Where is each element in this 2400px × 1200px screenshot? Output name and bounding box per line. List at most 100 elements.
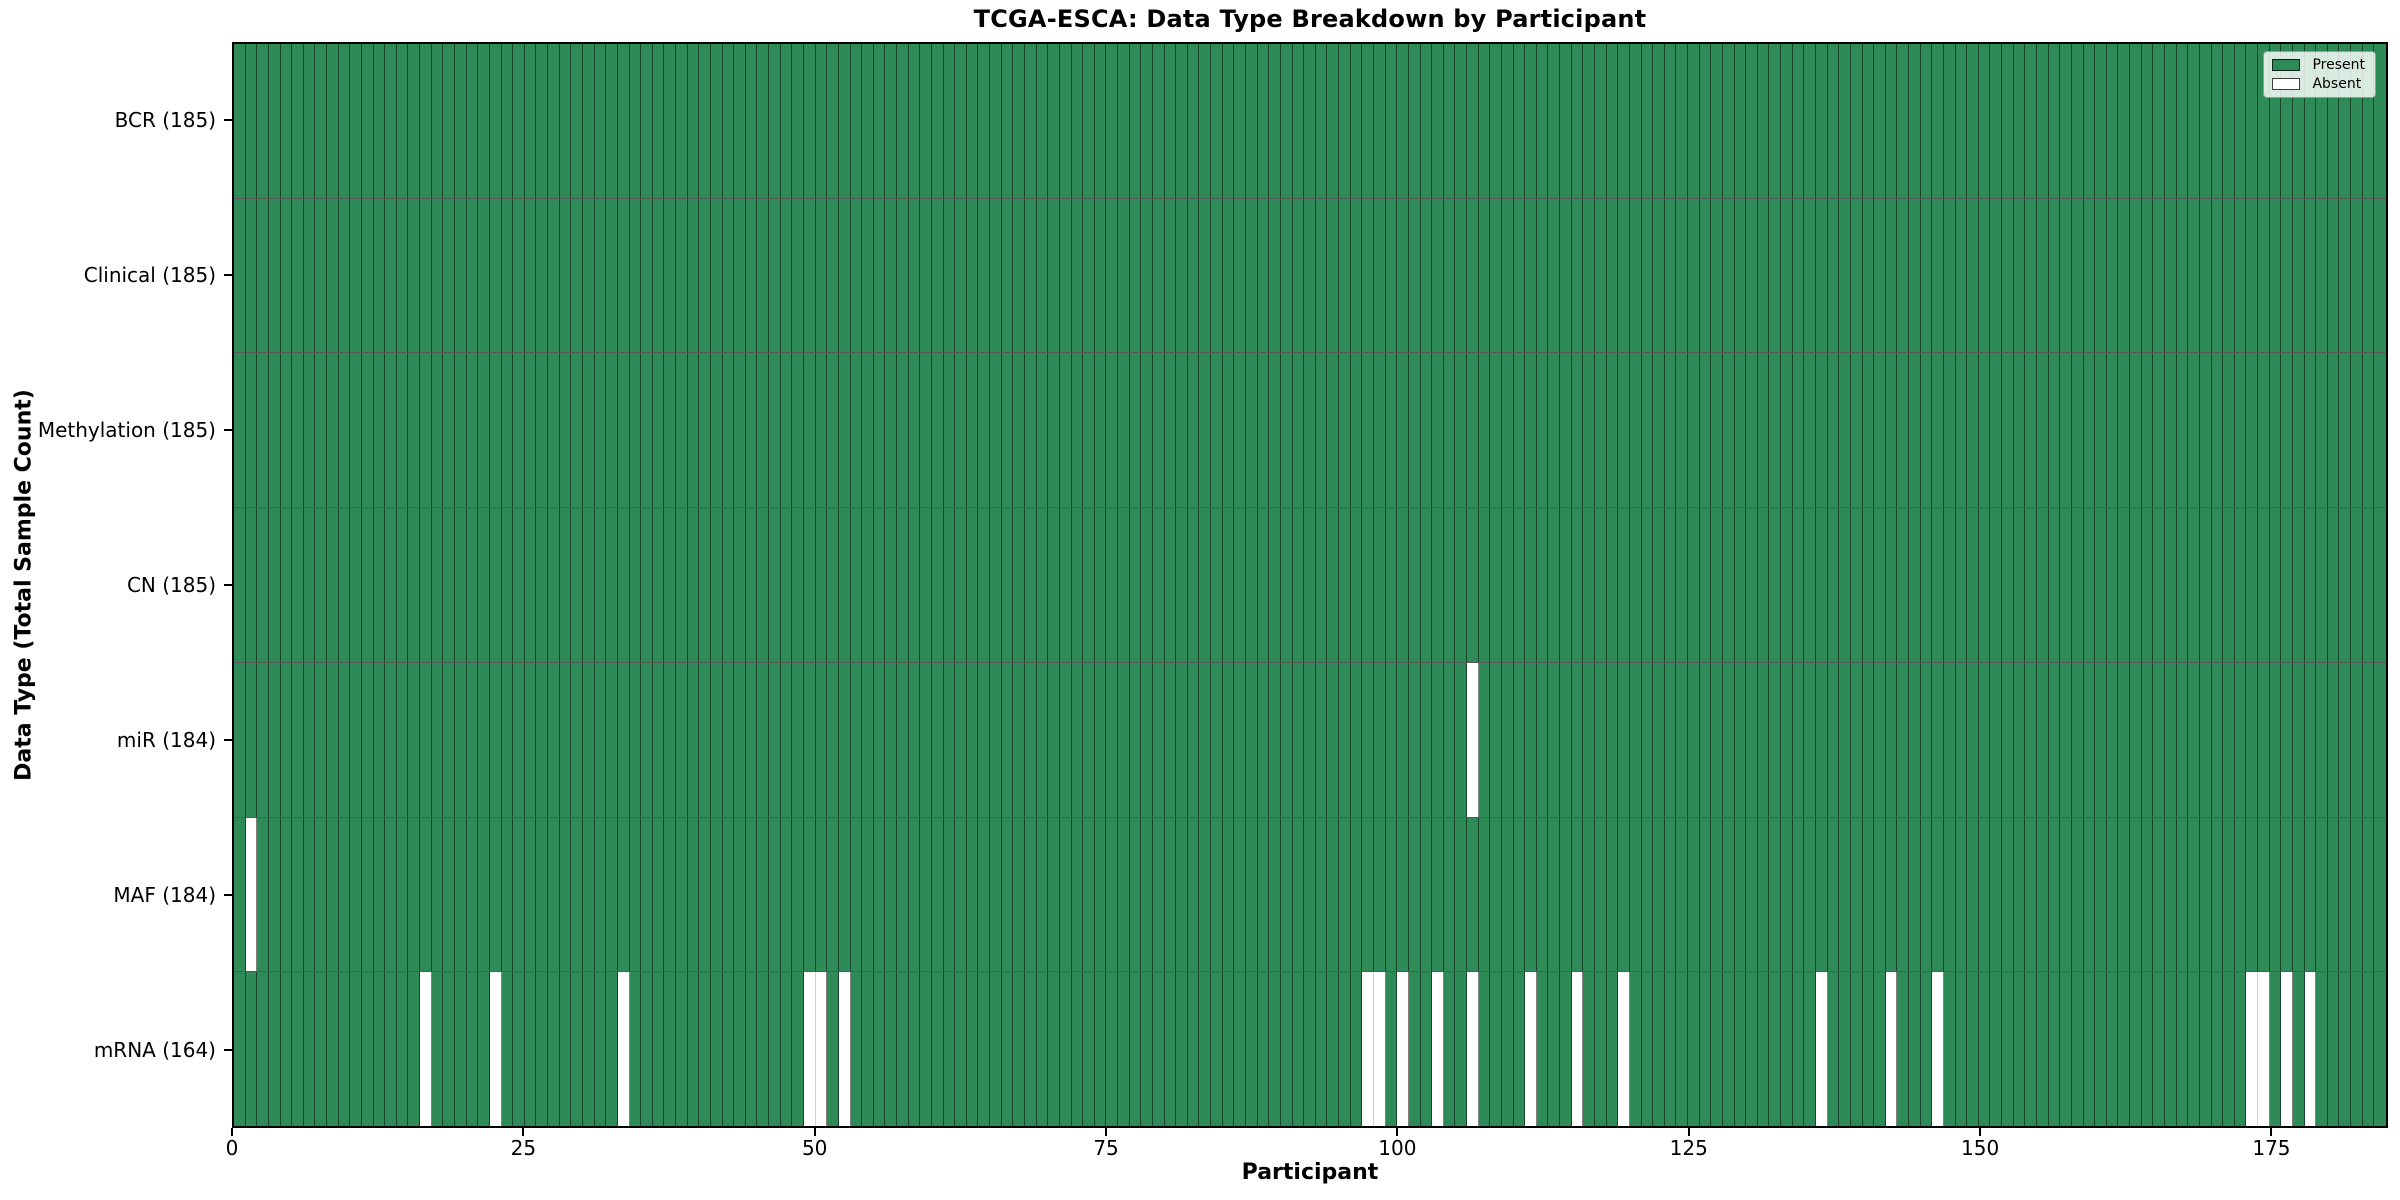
heatmap-cell: [303, 44, 316, 198]
heatmap-cell: [2234, 44, 2247, 198]
heatmap-cell: [2153, 198, 2165, 353]
heatmap-cell: [420, 353, 432, 508]
heatmap-cell: [559, 662, 572, 817]
heatmap-cell: [2316, 972, 2328, 1127]
heatmap-cell: [245, 817, 258, 972]
heatmap-cell: [1990, 972, 2003, 1127]
y-tick-mark: [224, 739, 232, 742]
heatmap-cell: [699, 662, 711, 817]
heatmap-cell: [1257, 353, 1270, 508]
y-tick-label: CN (185): [126, 573, 216, 597]
heatmap-cell: [1176, 353, 1188, 508]
heatmap-cell: [2211, 508, 2224, 662]
heatmap-cell: [2095, 662, 2107, 817]
heatmap-cell: [1048, 44, 1060, 198]
heatmap-cell: [513, 817, 525, 972]
legend-item-absent: Absent: [2272, 77, 2365, 91]
heatmap-cell: [1013, 972, 1025, 1127]
heatmap-cell: [2002, 198, 2014, 353]
heatmap-cell: [1536, 508, 1549, 662]
heatmap-cell: [1432, 662, 1444, 817]
heatmap-cell: [2002, 662, 2014, 817]
heatmap-cell: [1501, 817, 1514, 972]
heatmap-cell: [1746, 508, 1758, 662]
heatmap-cell: [1920, 353, 1933, 508]
heatmap-cell: [1664, 508, 1677, 662]
heatmap-cell: [1920, 44, 1933, 198]
heatmap-cell: [2071, 353, 2084, 508]
heatmap-cell: [2258, 817, 2270, 972]
heatmap-cell: [606, 508, 618, 662]
heatmap-cell: [513, 972, 525, 1127]
heatmap-cell: [1397, 972, 1409, 1127]
heatmap-cell: [257, 972, 269, 1127]
heatmap-cell: [2118, 972, 2131, 1127]
heatmap-cell: [2060, 817, 2072, 972]
heatmap-cell: [571, 353, 583, 508]
heatmap-cell: [257, 198, 269, 353]
heatmap-cell: [1501, 662, 1514, 817]
heatmap-cell: [548, 662, 560, 817]
heatmap-cell: [1734, 817, 1747, 972]
heatmap-cell: [629, 353, 642, 508]
heatmap-cell: [1525, 508, 1537, 662]
heatmap-cell: [2037, 817, 2049, 972]
heatmap-cell: [1490, 508, 1502, 662]
heatmap-cell: [1339, 662, 1351, 817]
heatmap-cell: [2351, 508, 2363, 662]
heatmap-cell: [1699, 44, 1712, 198]
heatmap-cell: [303, 508, 316, 662]
heatmap-cell: [2141, 817, 2154, 972]
heatmap-cell: [1850, 198, 1863, 353]
heatmap-cell: [1408, 353, 1421, 508]
heatmap-cell: [559, 817, 572, 972]
heatmap-cell: [757, 817, 770, 972]
heatmap-cell: [1688, 44, 1700, 198]
heatmap-cell: [327, 198, 339, 353]
heatmap-cell: [1827, 972, 1840, 1127]
heatmap-cell: [1885, 972, 1898, 1127]
heatmap-cell: [931, 44, 944, 198]
heatmap-cell: [1618, 662, 1630, 817]
x-tick-label: 25: [510, 1136, 537, 1160]
heatmap-cell: [966, 508, 979, 662]
heatmap-cell: [1385, 972, 1398, 1127]
heatmap-cell: [466, 44, 479, 198]
heatmap-cell: [2374, 508, 2386, 662]
heatmap-cell: [745, 662, 758, 817]
heatmap-cell: [1688, 972, 1700, 1127]
heatmap-cell: [385, 198, 397, 353]
heatmap-cell: [1094, 662, 1107, 817]
heatmap-cell: [1059, 508, 1072, 662]
heatmap-cell: [327, 44, 339, 198]
heatmap-cell: [629, 198, 642, 353]
heatmap-cell: [1885, 353, 1898, 508]
heatmap-cell: [2118, 508, 2131, 662]
heatmap-cell: [1397, 353, 1409, 508]
x-tick-mark: [813, 1128, 816, 1136]
heatmap-cell: [1827, 508, 1840, 662]
heatmap-cell: [2374, 972, 2386, 1127]
heatmap-cell: [361, 508, 374, 662]
heatmap-cell: [2316, 198, 2328, 353]
heatmap-cell: [885, 353, 898, 508]
heatmap-cell: [1943, 662, 1956, 817]
heatmap-cell: [1187, 353, 1200, 508]
heatmap-cell: [1629, 817, 1642, 972]
heatmap-cell: [1734, 508, 1747, 662]
heatmap-cell: [396, 198, 409, 353]
heatmap-cell: [1350, 662, 1363, 817]
heatmap-cell: [1769, 198, 1782, 353]
heatmap-cell: [1594, 353, 1607, 508]
heatmap-cell: [350, 508, 362, 662]
heatmap-cell: [1339, 508, 1351, 662]
heatmap-cell: [1664, 353, 1677, 508]
heatmap-cell: [2327, 972, 2340, 1127]
heatmap-cell: [1455, 662, 1468, 817]
heatmap-cell: [699, 508, 711, 662]
heatmap-cell: [420, 972, 432, 1127]
heatmap-cell: [1850, 508, 1863, 662]
heatmap-cell: [385, 353, 397, 508]
heatmap-cell: [1059, 44, 1072, 198]
heatmap-cell: [2048, 817, 2061, 972]
